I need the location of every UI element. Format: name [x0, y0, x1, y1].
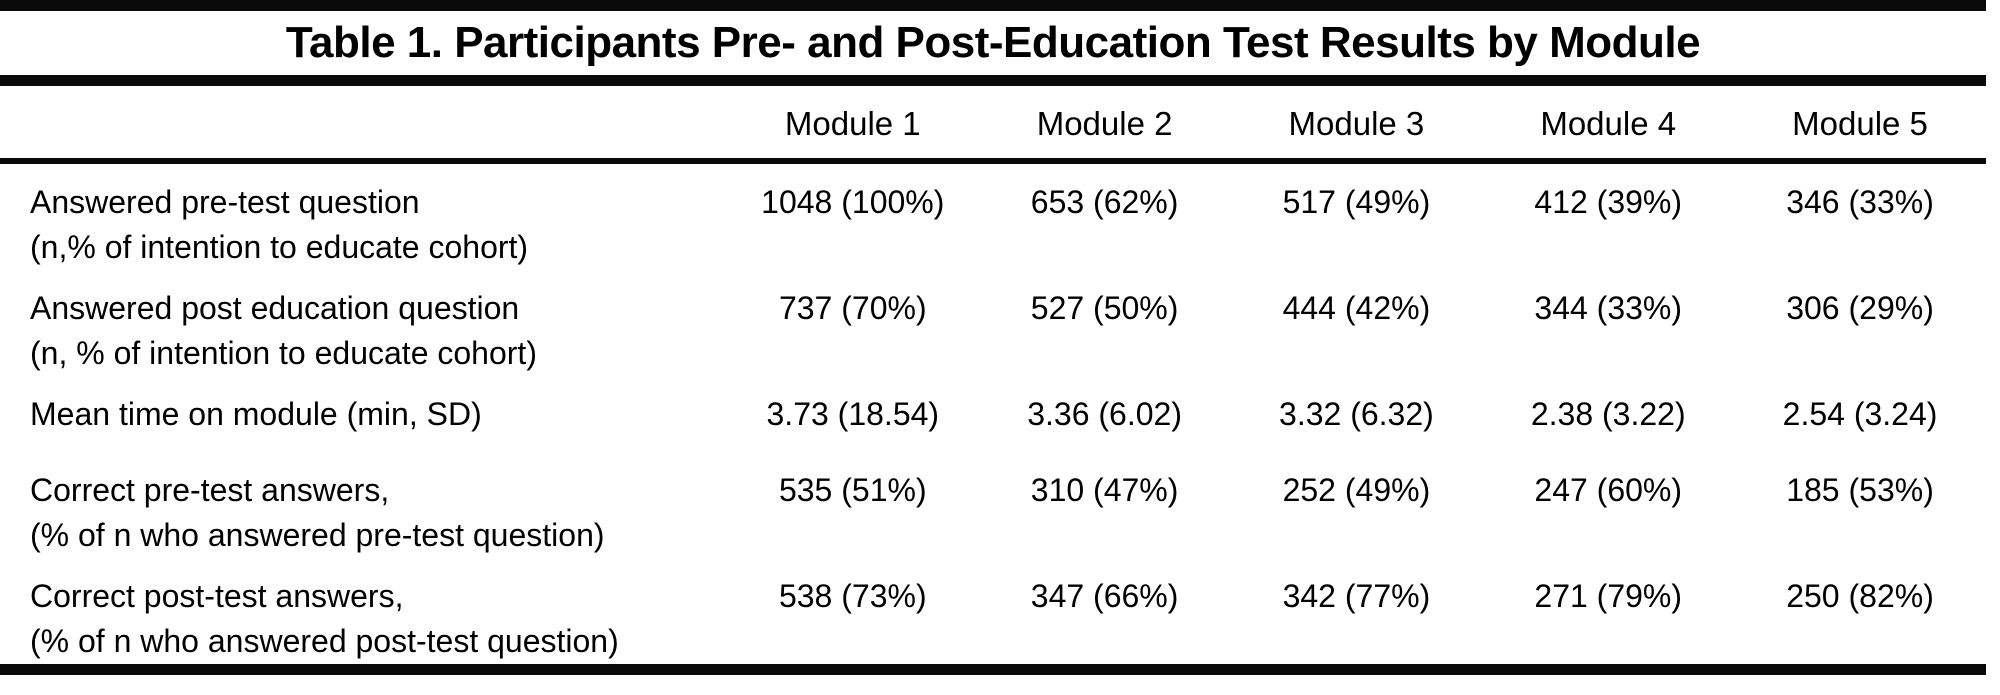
- cell-value: 2.54 (3.24): [1782, 396, 1938, 432]
- column-header-module-3: Module 3: [1288, 105, 1425, 142]
- row-label-line2: (n, % of intention to educate cohort): [30, 335, 537, 371]
- rule-below-headers: [0, 158, 1986, 164]
- table-row: Mean time on module (min, SD) 3.73 (18.54…: [0, 376, 1986, 452]
- cell-value: 535 (51%): [778, 472, 927, 508]
- cell-value: 306 (29%): [1786, 290, 1934, 326]
- column-header-module-5: Module 5: [1792, 105, 1928, 142]
- row-label-line1: Mean time on module (min, SD): [30, 396, 482, 432]
- row-label-line1: Answered post education question: [30, 290, 520, 326]
- cell-value: 517 (49%): [1282, 184, 1431, 220]
- rule-below-title: [0, 75, 1986, 86]
- table-row: Answered post education question (n, % of…: [0, 270, 1986, 376]
- table-body: Answered pre-test question (n,% of intent…: [0, 164, 1986, 664]
- cell-value: 3.36 (6.02): [1027, 396, 1182, 432]
- cell-value: 342 (77%): [1282, 578, 1431, 614]
- rule-top: [0, 0, 1986, 11]
- cell-value: 252 (49%): [1282, 472, 1431, 508]
- row-label-line1: Correct post-test answers,: [30, 578, 404, 614]
- cell-value: 3.73 (18.54): [766, 396, 940, 432]
- row-label: Correct post-test answers, (% of n who an…: [0, 574, 727, 664]
- cell-value: 185 (53%): [1786, 472, 1934, 508]
- results-table: Table 1. Participants Pre- and Post-Educ…: [0, 0, 1986, 675]
- cell-value: 653 (62%): [1030, 184, 1179, 220]
- column-header-row: Module 1 Module 2 Module 3 Module 4 Module 5: [0, 86, 1986, 158]
- table-title-row: Table 1. Participants Pre- and Post-Educ…: [0, 11, 1986, 75]
- row-label: Correct pre-test answers, (% of n who ans…: [0, 468, 727, 558]
- table-title: Table 1. Participants Pre- and Post-Educ…: [285, 18, 1701, 67]
- cell-value: 444 (42%): [1282, 290, 1431, 326]
- cell-value: 412 (39%): [1534, 184, 1683, 220]
- table-row: Correct post-test answers, (% of n who an…: [0, 558, 1986, 664]
- cell-value: 271 (79%): [1534, 578, 1683, 614]
- cell-value: 250 (82%): [1786, 578, 1934, 614]
- cell-value: 538 (73%): [778, 578, 927, 614]
- table-row: Answered pre-test question (n,% of intent…: [0, 164, 1986, 270]
- row-label: Answered post education question (n, % of…: [0, 286, 727, 376]
- rule-bottom: [0, 664, 1986, 675]
- cell-value: 3.32 (6.32): [1279, 396, 1434, 432]
- cell-value: 344 (33%): [1534, 290, 1683, 326]
- cell-value: 1048 (100%): [761, 184, 945, 220]
- row-label-line1: Correct pre-test answers,: [30, 472, 390, 508]
- cell-value: 527 (50%): [1030, 290, 1179, 326]
- row-label: Answered pre-test question (n,% of intent…: [0, 180, 727, 270]
- row-label-line2: (% of n who answered post-test question): [30, 623, 619, 659]
- row-label-line2: (n,% of intention to educate cohort): [30, 229, 529, 265]
- column-header-module-2: Module 2: [1036, 105, 1173, 142]
- column-header-module-4: Module 4: [1540, 105, 1677, 142]
- cell-value: 347 (66%): [1030, 578, 1179, 614]
- column-header-module-1: Module 1: [784, 105, 921, 142]
- cell-value: 737 (70%): [778, 290, 927, 326]
- cell-value: 247 (60%): [1534, 472, 1683, 508]
- row-label-line2: (% of n who answered pre-test question): [30, 517, 605, 553]
- row-label: Mean time on module (min, SD): [0, 392, 727, 437]
- table-row: Correct pre-test answers, (% of n who ans…: [0, 452, 1986, 558]
- header-label-spacer: [0, 86, 727, 158]
- row-label-line1: Answered pre-test question: [30, 184, 420, 220]
- cell-value: 310 (47%): [1030, 472, 1179, 508]
- cell-value: 346 (33%): [1786, 184, 1934, 220]
- cell-value: 2.38 (3.22): [1530, 396, 1686, 432]
